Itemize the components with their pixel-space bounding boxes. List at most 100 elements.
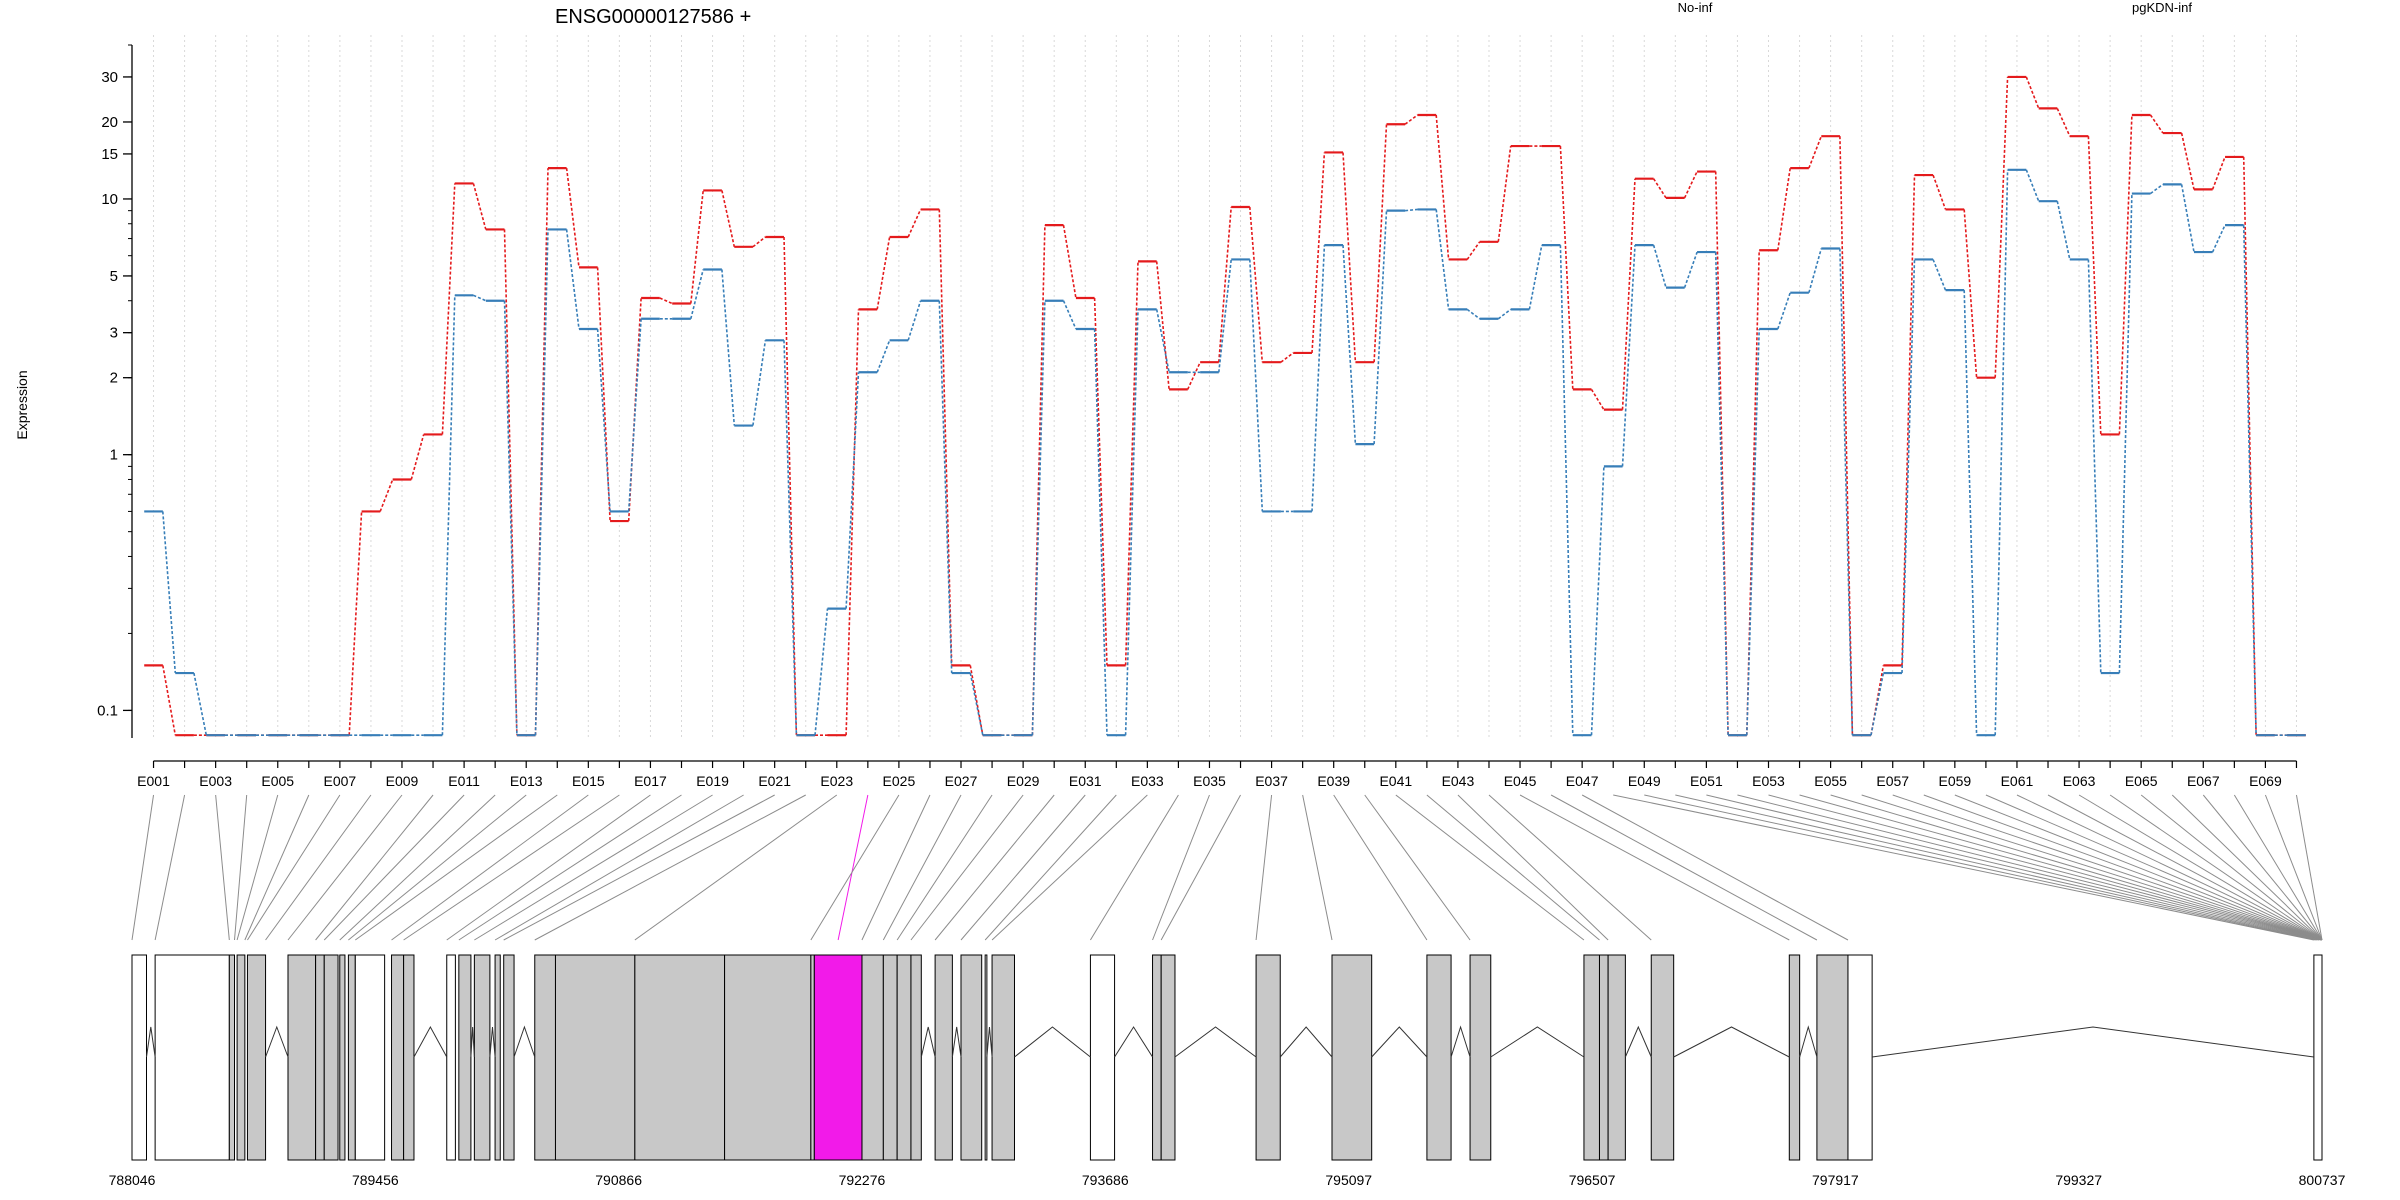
highlighted-exon-block <box>813 954 863 1161</box>
exon-connector-line <box>1488 794 1652 941</box>
exon-connector-line <box>247 794 341 941</box>
intron-line <box>1490 1026 1585 1058</box>
x-tick-label: E035 <box>1193 773 1226 789</box>
intron-line <box>986 1026 993 1058</box>
exon-connector-line <box>1457 794 1609 941</box>
exon-connector-line <box>1830 794 2323 941</box>
exon-connector-line <box>403 794 620 941</box>
coordinate-label: 796507 <box>1569 1172 1616 1188</box>
x-tick-label: E025 <box>883 773 916 789</box>
exon-connector-line <box>323 794 465 941</box>
exon-connector-line <box>2264 794 2323 941</box>
intron-line <box>1014 1026 1091 1058</box>
exon-connector-line <box>1954 794 2323 941</box>
exon-block <box>724 954 812 1161</box>
intron-line <box>1279 1026 1333 1058</box>
exon-connector-line <box>355 794 558 941</box>
x-tick-label: E013 <box>510 773 543 789</box>
exon-block <box>494 954 501 1161</box>
exon-connector-line <box>503 794 775 941</box>
intron-line <box>1872 1026 2314 1058</box>
exon-connector-line <box>2233 794 2323 941</box>
exon-connector-line <box>1737 794 2321 941</box>
exon-block <box>882 954 898 1161</box>
coordinate-label: 800737 <box>2299 1172 2346 1188</box>
exon-connector-line <box>837 794 869 941</box>
legend-label-no-inf: No-inf <box>1678 0 1713 15</box>
exon-block <box>1255 954 1281 1161</box>
x-tick-label: E023 <box>820 773 853 789</box>
intron-line <box>1371 1026 1428 1058</box>
intron-line <box>1673 1026 1790 1058</box>
exon-block <box>228 954 236 1161</box>
exon-block <box>323 954 339 1161</box>
exon-connector-line <box>2202 794 2323 941</box>
coordinate-label: 792276 <box>839 1172 886 1188</box>
coordinate-label: 797917 <box>1812 1172 1859 1188</box>
x-tick-label: E041 <box>1379 773 1412 789</box>
exon-block <box>1469 954 1492 1161</box>
series-pgkdn-inf <box>144 168 2306 737</box>
exon-block <box>984 954 988 1161</box>
x-tick-label: E065 <box>2125 773 2158 789</box>
intron-line <box>1114 1026 1153 1058</box>
legend-label-pgkdn-inf: pgKDN-inf <box>2132 0 2192 15</box>
exon-block <box>347 954 356 1161</box>
x-tick-label: E007 <box>324 773 357 789</box>
exon-block <box>1426 954 1452 1161</box>
x-tick-label: E009 <box>386 773 419 789</box>
exon-block <box>473 954 491 1161</box>
exon-connector-line <box>446 794 651 941</box>
intron-line <box>265 1025 289 1058</box>
series-connector-line <box>162 76 2288 736</box>
coordinate-label: 788046 <box>109 1172 156 1188</box>
intron-line <box>1799 1025 1818 1058</box>
x-tick-label: E057 <box>1876 773 1909 789</box>
exon-connector-line <box>2295 794 2323 941</box>
exon-block <box>236 954 246 1161</box>
exon-connector-line <box>458 794 682 941</box>
x-tick-label: E029 <box>1007 773 1040 789</box>
exon-block <box>934 954 953 1161</box>
x-tick-label: E021 <box>758 773 791 789</box>
exon-connector-line <box>2140 794 2323 941</box>
gene-model <box>131 954 2323 1161</box>
exon-connector-line <box>861 794 931 941</box>
x-tick-label: E049 <box>1628 773 1661 789</box>
x-tick-label: E017 <box>634 773 667 789</box>
exon-block <box>534 954 556 1161</box>
exon-connector-line <box>1160 794 1241 941</box>
x-tick-label: E053 <box>1752 773 1785 789</box>
y-tick-label: 30 <box>101 69 118 86</box>
exon-connector-line <box>1799 794 2323 941</box>
exon-block <box>1583 954 1600 1161</box>
exon-connector-line <box>1861 794 2323 941</box>
coordinate-label: 790866 <box>595 1172 642 1188</box>
exon-connector-line <box>991 794 1148 941</box>
exon-block <box>1331 954 1373 1161</box>
x-tick-label: E027 <box>945 773 978 789</box>
intron-line <box>1624 1025 1652 1058</box>
exon-connector-line <box>265 794 372 941</box>
y-tick-label: 2 <box>110 370 118 387</box>
y-tick-label: 5 <box>110 268 118 285</box>
exon-block <box>960 954 983 1161</box>
exon-connector-line <box>984 794 1117 941</box>
exon-connector-line <box>1152 794 1210 941</box>
intron-line <box>1450 1025 1471 1058</box>
exon-block <box>339 954 346 1161</box>
chart-title: ENSG00000127586 + <box>555 6 751 28</box>
x-tick-label: E059 <box>1938 773 1971 789</box>
exon-connector-line <box>1302 794 1333 941</box>
x-tick-label: E039 <box>1317 773 1350 789</box>
exon-connector-line <box>960 794 1086 941</box>
exon-block <box>315 954 325 1161</box>
intron-line <box>413 1025 448 1058</box>
x-tick-label: E019 <box>696 773 729 789</box>
exon-block <box>1650 954 1675 1161</box>
x-tick-label: E031 <box>1069 773 1102 789</box>
x-tick-label: E037 <box>1255 773 1288 789</box>
exon-connector-line <box>287 794 403 941</box>
exon-connector-line <box>1706 794 2320 941</box>
y-tick-label: 3 <box>110 325 118 342</box>
